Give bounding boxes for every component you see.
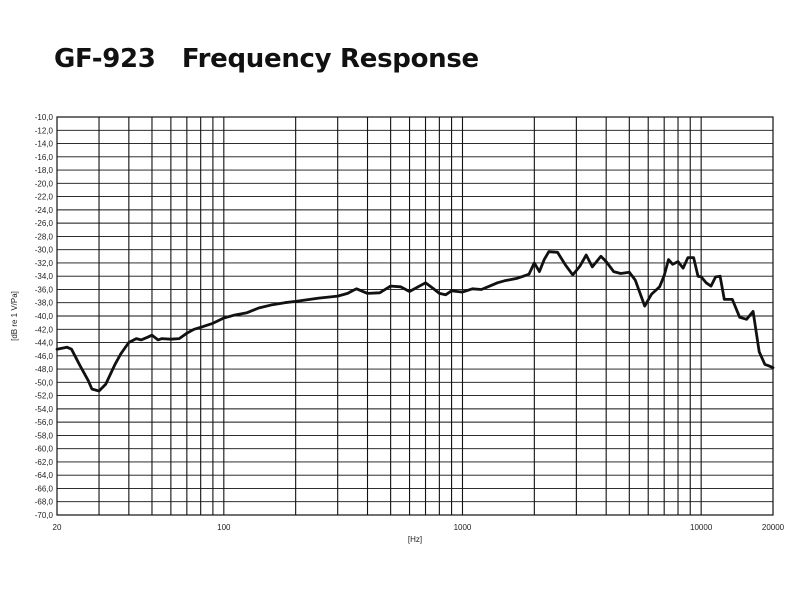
x-tick-labels: 20 100 1000 10000 20000 — [53, 523, 785, 532]
y-tick-label: -10,0 — [35, 113, 54, 122]
y-tick-label: -50,0 — [35, 378, 54, 387]
plot-frame — [56, 116, 774, 516]
y-tick-label: -34,0 — [35, 272, 54, 281]
x-axis-label: [Hz] — [408, 535, 422, 544]
y-axis-label: [dB re 1 V/Pa] — [10, 291, 19, 341]
y-tick-label: -36,0 — [35, 285, 54, 294]
y-tick-label: -30,0 — [35, 246, 54, 255]
y-tick-label: -18,0 — [35, 166, 54, 175]
y-tick-labels: -10,0 -12,0 -14,0 -16,0 -18,0 -20,0 -22,0 -24,0… — [35, 113, 54, 520]
y-tick-label: -12,0 — [35, 126, 54, 135]
y-tick-label: -64,0 — [35, 471, 54, 480]
y-tick-label: -62,0 — [35, 458, 54, 467]
series-group — [55, 250, 775, 393]
y-tick-label: -54,0 — [35, 405, 54, 414]
y-tick-label: -38,0 — [35, 299, 54, 308]
y-tick-label: -66,0 — [35, 484, 54, 493]
y-tick-label: -32,0 — [35, 259, 54, 268]
x-tick-label: 1000 — [454, 523, 472, 532]
frequency-response-line — [55, 250, 775, 393]
y-tick-label: -46,0 — [35, 352, 54, 361]
grid — [57, 116, 773, 516]
chart-title: GF-923 Frequency Response — [54, 44, 479, 74]
y-tick-label: -42,0 — [35, 325, 54, 334]
y-tick-label: -52,0 — [35, 392, 54, 401]
y-tick-label: -16,0 — [35, 153, 54, 162]
x-tick-label: 20 — [53, 523, 62, 532]
y-tick-label: -56,0 — [35, 418, 54, 427]
y-tick-label: -68,0 — [35, 498, 54, 507]
y-tick-label: -40,0 — [35, 312, 54, 321]
y-tick-label: -24,0 — [35, 206, 54, 215]
y-tick-label: -22,0 — [35, 193, 54, 202]
y-tick-label: -60,0 — [35, 445, 54, 454]
y-tick-label: -44,0 — [35, 339, 54, 348]
y-tick-label: -58,0 — [35, 431, 54, 440]
y-tick-label: -70,0 — [35, 511, 54, 520]
x-tick-label: 100 — [217, 523, 231, 532]
y-tick-label: -48,0 — [35, 365, 54, 374]
y-tick-label: -26,0 — [35, 219, 54, 228]
y-tick-label: -28,0 — [35, 232, 54, 241]
x-tick-label: 10000 — [690, 523, 713, 532]
y-tick-label: -14,0 — [35, 140, 54, 149]
y-tick-label: -20,0 — [35, 179, 54, 188]
x-tick-label: 20000 — [762, 523, 785, 532]
